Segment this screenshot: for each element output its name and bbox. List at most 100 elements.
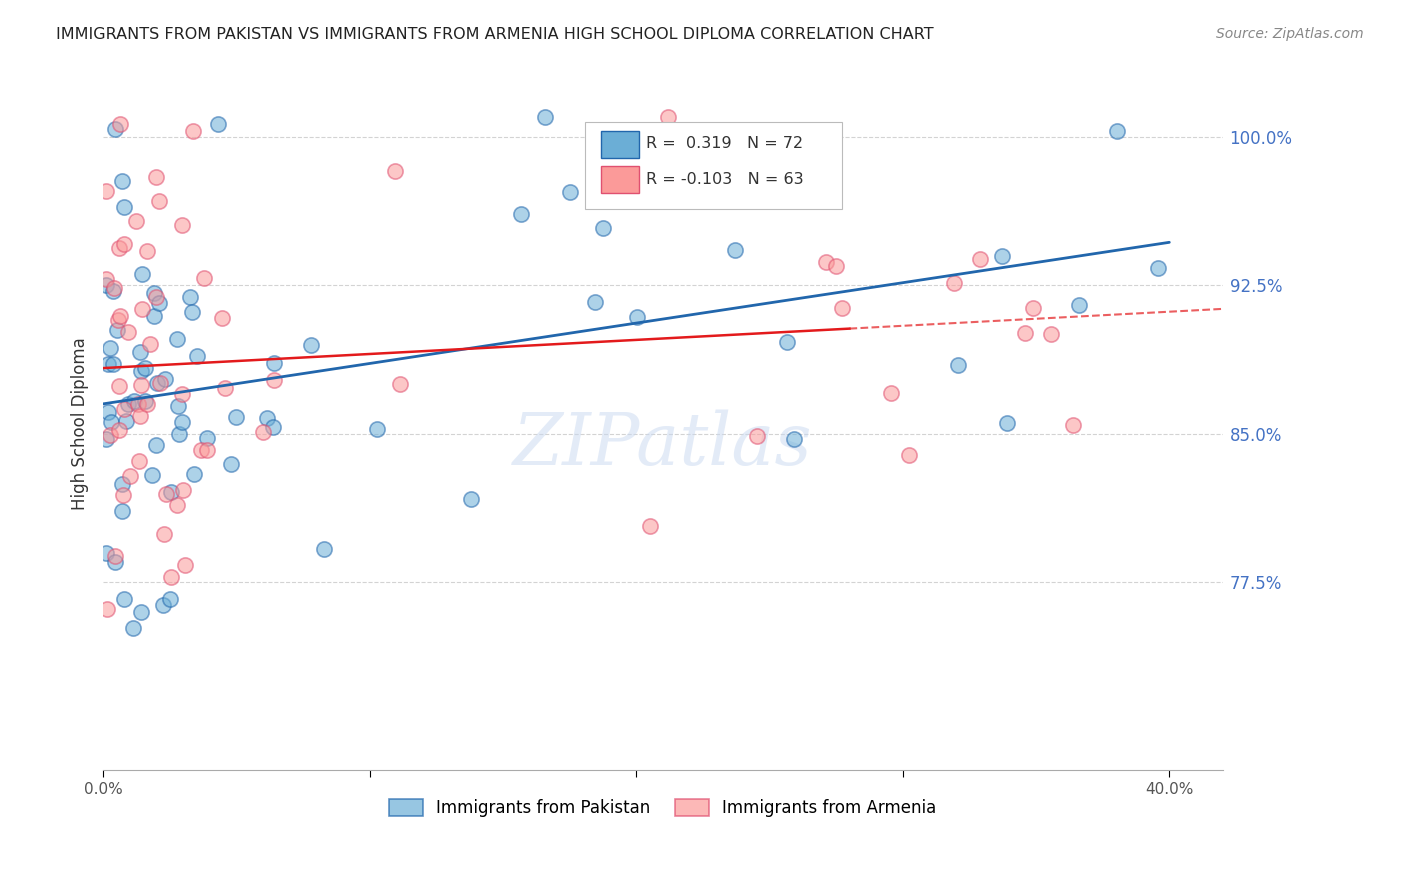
Immigrants from Armenia xyxy=(112,402,135,417)
Immigrants from Armenia xyxy=(640,519,662,533)
Immigrants from Pakistan xyxy=(134,394,156,409)
Immigrants from Pakistan xyxy=(558,186,581,200)
Immigrants from Pakistan xyxy=(312,541,335,556)
Immigrants from Pakistan xyxy=(534,110,557,124)
Immigrants from Armenia xyxy=(128,409,150,423)
Immigrants from Armenia xyxy=(389,376,412,391)
Immigrants from Armenia xyxy=(825,259,848,273)
Immigrants from Armenia xyxy=(173,558,195,572)
Immigrants from Pakistan xyxy=(783,432,806,446)
Immigrants from Armenia xyxy=(135,397,157,411)
FancyBboxPatch shape xyxy=(602,131,640,159)
Immigrants from Armenia xyxy=(211,311,233,326)
Immigrants from Armenia xyxy=(1021,301,1043,315)
Immigrants from Armenia xyxy=(263,373,285,387)
Immigrants from Pakistan xyxy=(256,410,278,425)
FancyBboxPatch shape xyxy=(602,166,640,193)
Immigrants from Pakistan xyxy=(122,621,145,635)
Immigrants from Armenia xyxy=(1062,417,1084,432)
Immigrants from Armenia xyxy=(107,312,129,326)
Immigrants from Armenia xyxy=(129,378,152,392)
Immigrants from Pakistan xyxy=(94,432,117,446)
Immigrants from Armenia xyxy=(108,379,131,393)
Immigrants from Pakistan xyxy=(170,415,193,429)
Immigrants from Armenia xyxy=(103,281,125,295)
Immigrants from Armenia xyxy=(139,337,162,351)
Immigrants from Pakistan xyxy=(299,337,322,351)
Immigrants from Pakistan xyxy=(122,393,145,408)
Immigrants from Armenia xyxy=(969,252,991,266)
Immigrants from Armenia xyxy=(733,147,755,161)
Immigrants from Armenia xyxy=(942,276,965,290)
Immigrants from Pakistan xyxy=(101,284,124,298)
Immigrants from Armenia xyxy=(1014,326,1036,341)
Immigrants from Pakistan xyxy=(145,376,167,391)
Immigrants from Armenia xyxy=(152,526,174,541)
FancyBboxPatch shape xyxy=(585,122,842,209)
Immigrants from Pakistan xyxy=(104,122,127,136)
Immigrants from Pakistan xyxy=(583,295,606,310)
Immigrants from Pakistan xyxy=(142,309,165,323)
Immigrants from Pakistan xyxy=(112,200,135,214)
Immigrants from Pakistan xyxy=(111,174,134,188)
Immigrants from Pakistan xyxy=(112,591,135,606)
Immigrants from Armenia xyxy=(148,194,170,209)
Immigrants from Armenia xyxy=(94,271,117,285)
Immigrants from Pakistan xyxy=(219,458,242,472)
Immigrants from Pakistan xyxy=(153,372,176,386)
Immigrants from Armenia xyxy=(170,387,193,401)
Immigrants from Pakistan xyxy=(776,334,799,349)
Text: Source: ZipAtlas.com: Source: ZipAtlas.com xyxy=(1216,27,1364,41)
Immigrants from Armenia xyxy=(117,325,139,339)
Immigrants from Armenia xyxy=(172,483,194,497)
Immigrants from Pakistan xyxy=(129,345,152,359)
Immigrants from Armenia xyxy=(112,237,135,252)
Immigrants from Pakistan xyxy=(1067,298,1090,312)
Immigrants from Pakistan xyxy=(141,468,163,483)
Immigrants from Armenia xyxy=(190,443,212,458)
Immigrants from Pakistan xyxy=(115,414,138,428)
Immigrants from Armenia xyxy=(108,310,131,324)
Immigrants from Armenia xyxy=(149,376,172,390)
Immigrants from Armenia xyxy=(145,290,167,304)
Immigrants from Pakistan xyxy=(181,304,204,318)
Immigrants from Armenia xyxy=(108,117,131,131)
Immigrants from Armenia xyxy=(108,241,131,255)
Immigrants from Pakistan xyxy=(510,207,533,221)
Immigrants from Pakistan xyxy=(105,323,128,337)
Immigrants from Pakistan xyxy=(101,357,124,371)
Immigrants from Pakistan xyxy=(104,555,127,569)
Immigrants from Pakistan xyxy=(651,145,673,159)
Immigrants from Pakistan xyxy=(97,357,120,371)
Immigrants from Pakistan xyxy=(262,419,284,434)
Immigrants from Pakistan xyxy=(724,243,747,257)
Immigrants from Pakistan xyxy=(160,484,183,499)
Immigrants from Armenia xyxy=(111,488,134,502)
Immigrants from Pakistan xyxy=(134,360,156,375)
Immigrants from Armenia xyxy=(125,213,148,227)
Immigrants from Pakistan xyxy=(148,295,170,310)
Immigrants from Pakistan xyxy=(183,467,205,481)
Immigrants from Armenia xyxy=(98,427,121,442)
Immigrants from Pakistan xyxy=(166,332,188,346)
Immigrants from Pakistan xyxy=(207,117,229,131)
Immigrants from Pakistan xyxy=(159,591,181,606)
Immigrants from Pakistan xyxy=(97,405,120,419)
Immigrants from Pakistan xyxy=(592,220,614,235)
Immigrants from Pakistan xyxy=(995,417,1018,431)
Immigrants from Armenia xyxy=(145,169,167,184)
Immigrants from Pakistan xyxy=(169,426,191,441)
Immigrants from Armenia xyxy=(94,184,117,198)
Text: IMMIGRANTS FROM PAKISTAN VS IMMIGRANTS FROM ARMENIA HIGH SCHOOL DIPLOMA CORRELAT: IMMIGRANTS FROM PAKISTAN VS IMMIGRANTS F… xyxy=(56,27,934,42)
Immigrants from Pakistan xyxy=(460,491,482,506)
Immigrants from Pakistan xyxy=(143,286,166,301)
Immigrants from Armenia xyxy=(815,254,838,268)
Immigrants from Armenia xyxy=(104,549,127,563)
Immigrants from Armenia xyxy=(96,602,118,616)
Immigrants from Armenia xyxy=(745,429,768,443)
Immigrants from Armenia xyxy=(127,397,149,411)
Immigrants from Armenia xyxy=(1039,327,1062,342)
Immigrants from Armenia xyxy=(170,218,193,232)
Immigrants from Pakistan xyxy=(1107,124,1129,138)
Immigrants from Armenia xyxy=(166,499,188,513)
